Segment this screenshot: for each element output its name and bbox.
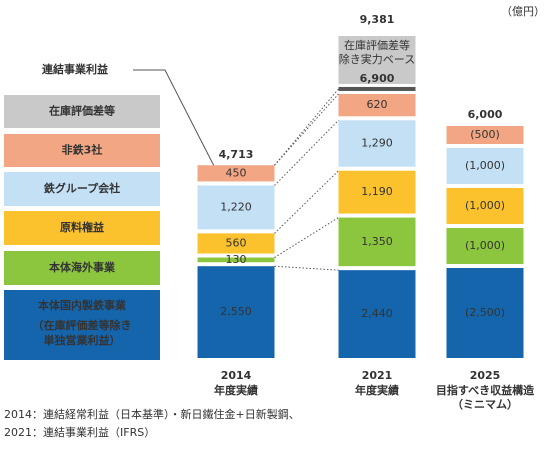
category-note: （ミニマム） (452, 398, 518, 411)
bar-segment (338, 93, 416, 117)
bar-segment (197, 165, 275, 182)
bar-segment (338, 270, 416, 358)
value-label: 560 (226, 236, 247, 249)
value-label: (500) (470, 128, 500, 141)
value-label: 450 (226, 166, 247, 179)
leader-line (133, 69, 215, 167)
dark-bar (338, 86, 416, 91)
connector (274, 217, 339, 258)
value-label: (2,500) (465, 306, 505, 319)
legend-note: （在庫評価差等除き (33, 318, 132, 332)
bar-segment (446, 228, 524, 264)
value-label: 620 (367, 98, 388, 111)
bar-segment (446, 188, 524, 224)
adjusted-text: 除き実力ベース (339, 52, 415, 66)
profit-label: 連結事業利益 (42, 62, 108, 76)
total-label: 9,381 (360, 13, 395, 26)
connector (274, 170, 339, 234)
footnote: 2021：連結事業利益（IFRS） (4, 425, 155, 439)
adjusted-text: 在庫評価差等 (344, 38, 410, 52)
legend-label: 非鉄3社 (62, 143, 103, 157)
bar-segment (446, 148, 524, 184)
value-label: 2,440 (361, 307, 393, 320)
value-label: 1,350 (361, 235, 393, 248)
value-label: 1,220 (220, 200, 252, 213)
value-label: (1,000) (465, 159, 505, 172)
legend-box (4, 134, 160, 167)
connector (274, 265, 339, 271)
category-note: 年度実績 (355, 383, 399, 397)
bar-segment (197, 257, 275, 263)
adjusted-box (338, 36, 416, 84)
legend-box (4, 95, 160, 128)
total-label: 6,000 (468, 108, 503, 121)
value-label: (1,000) (465, 199, 505, 212)
legend-label: 在庫評価差等 (49, 104, 115, 118)
bar-segment (446, 126, 524, 144)
bar-segment (197, 233, 275, 254)
connector (274, 88, 339, 166)
unit: （億円） (501, 5, 545, 18)
adjusted-total: 6,900 (360, 72, 395, 85)
category-label: 2014 (221, 369, 252, 382)
category-label: 2021 (362, 369, 393, 382)
footnote: 2014：連結経常利益（日本基準）・新日鐵住金+日新製鋼、 (4, 407, 300, 421)
bar-segment (197, 185, 275, 230)
bar-segment (338, 170, 416, 214)
bar-segment (338, 120, 416, 167)
legend-box (4, 290, 160, 360)
connector (274, 119, 339, 186)
value-label: 1,290 (361, 137, 393, 150)
total-label: 4,713 (219, 148, 254, 161)
bar-segment (338, 217, 416, 267)
value-label: 130 (226, 253, 247, 266)
category-note: 年度実績 (214, 383, 258, 397)
bar-segment (197, 266, 275, 358)
legend-note: 単独営業利益） (44, 333, 121, 347)
category-note: 目指すべき収益構造 (436, 383, 535, 397)
legend-label: 鉄グループ会社 (44, 181, 120, 195)
value-label: 1,190 (361, 185, 393, 198)
legend-label: 原料権益 (60, 220, 104, 234)
value-label: 2,550 (220, 305, 252, 318)
category-label: 2025 (470, 369, 501, 382)
bar-segment (446, 268, 524, 358)
legend-box (4, 172, 160, 206)
value-label: (1,000) (465, 239, 505, 252)
legend-box (4, 251, 160, 285)
legend-box (4, 211, 160, 245)
legend-label: 本体国内製鉄事業 (38, 298, 127, 312)
legend-label: 本体海外事業 (49, 260, 116, 274)
